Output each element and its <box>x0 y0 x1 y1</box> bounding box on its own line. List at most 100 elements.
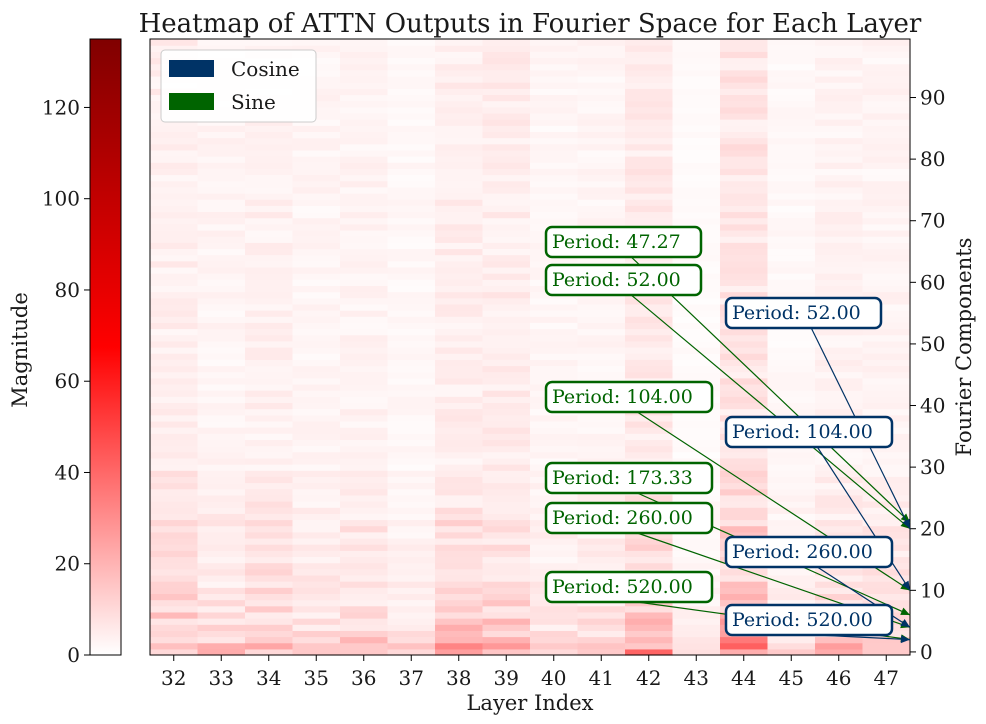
heatmap-cell <box>862 353 911 360</box>
heatmap-cell <box>435 519 484 527</box>
heatmap-cell <box>815 513 864 521</box>
heatmap-cell <box>245 470 294 477</box>
heatmap-cell <box>150 334 199 342</box>
heatmap-cell <box>862 328 911 336</box>
heatmap-cell <box>435 297 484 305</box>
heatmap-cell <box>767 143 816 151</box>
heatmap-cell <box>245 642 294 650</box>
heatmap-cell <box>577 75 626 83</box>
heatmap-cell <box>862 587 911 594</box>
heatmap-cell <box>672 131 721 139</box>
heatmap-cell <box>245 624 294 631</box>
heatmap-cell <box>292 168 341 176</box>
heatmap-cell <box>292 273 341 280</box>
heatmap-cell <box>340 488 389 496</box>
heatmap-cell <box>245 236 294 243</box>
heatmap-cell <box>340 63 389 71</box>
x-tick-label: 39 <box>494 666 519 690</box>
heatmap-cell <box>435 316 484 323</box>
heatmap-cell <box>767 396 816 404</box>
heatmap-cell <box>292 303 341 311</box>
heatmap-cell <box>340 303 389 311</box>
heatmap-cell <box>672 199 721 206</box>
heatmap-cell <box>435 396 484 404</box>
heatmap-cell <box>862 291 911 299</box>
heatmap-cell <box>387 507 436 514</box>
heatmap-cell <box>767 205 816 213</box>
heatmap-cell <box>150 242 199 250</box>
heatmap-cell <box>767 266 816 274</box>
heatmap-cell <box>340 390 389 397</box>
heatmap-cell <box>150 279 199 286</box>
heatmap-cell <box>435 390 484 397</box>
heatmap-cell <box>862 593 911 601</box>
heatmap-cell <box>482 297 531 305</box>
heatmap-cell <box>482 205 531 213</box>
heatmap-cell <box>625 624 674 631</box>
heatmap-cell <box>767 291 816 299</box>
heatmap-cell <box>150 525 199 533</box>
heatmap-cell <box>577 544 626 551</box>
heatmap-cell <box>340 199 389 206</box>
heatmap-cell <box>767 156 816 163</box>
heatmap-cell <box>292 106 341 114</box>
heatmap-cell <box>150 544 199 551</box>
heatmap-cell <box>150 143 199 151</box>
heatmap-cell <box>245 414 294 422</box>
heatmap-cell <box>245 297 294 305</box>
heatmap-cell <box>862 322 911 330</box>
heatmap-cell <box>625 297 674 305</box>
heatmap-cell <box>815 88 864 96</box>
heatmap-cell <box>435 593 484 601</box>
heatmap-cell <box>577 636 626 644</box>
heatmap-cell <box>625 334 674 342</box>
heatmap-cell <box>625 100 674 108</box>
heatmap-cell <box>720 211 769 219</box>
heatmap-cell <box>625 186 674 194</box>
heatmap-cell <box>150 291 199 299</box>
legend-swatch-cosine <box>169 60 214 77</box>
heatmap-cell <box>482 408 531 416</box>
heatmap-cell <box>387 94 436 102</box>
heatmap-cell <box>672 211 721 219</box>
heatmap-cell <box>530 180 579 188</box>
heatmap-cell <box>862 242 911 250</box>
heatmap-cell <box>150 205 199 213</box>
x-tick-label: 33 <box>209 666 234 690</box>
heatmap-cell <box>530 618 579 625</box>
heatmap-cell <box>150 519 199 527</box>
heatmap-cell <box>672 149 721 157</box>
heatmap-cell <box>862 464 911 471</box>
heatmap-cell <box>862 199 911 206</box>
heatmap-cell <box>292 143 341 151</box>
heatmap-cell <box>625 550 674 558</box>
heatmap-cell <box>672 143 721 151</box>
colorbar <box>89 38 122 656</box>
heatmap-cell <box>387 464 436 471</box>
heatmap-cell <box>815 371 864 379</box>
heatmap-cell <box>625 605 674 613</box>
heatmap-cell <box>767 347 816 354</box>
heatmap-cell <box>245 599 294 607</box>
annotation-arrow <box>816 446 911 591</box>
heatmap-cell <box>340 636 389 644</box>
heatmap-cell <box>625 75 674 83</box>
heatmap-cell <box>672 94 721 102</box>
heatmap-cell <box>577 63 626 71</box>
heatmap-cell <box>862 248 911 256</box>
heatmap-cell <box>815 334 864 342</box>
heatmap-cell <box>815 266 864 274</box>
heatmap-cell <box>245 248 294 256</box>
heatmap-cell <box>672 168 721 176</box>
heatmap-cell <box>720 507 769 514</box>
heatmap-cell <box>767 75 816 83</box>
annotation-arrow <box>630 294 911 530</box>
heatmap-cell <box>435 310 484 317</box>
heatmap-cell <box>862 408 911 416</box>
heatmap-cell <box>720 328 769 336</box>
heatmap-cell <box>815 396 864 404</box>
heatmap-cell <box>862 45 911 52</box>
heatmap-cell <box>482 353 531 360</box>
heatmap-cell <box>482 433 531 440</box>
heatmap-cell <box>530 648 579 656</box>
